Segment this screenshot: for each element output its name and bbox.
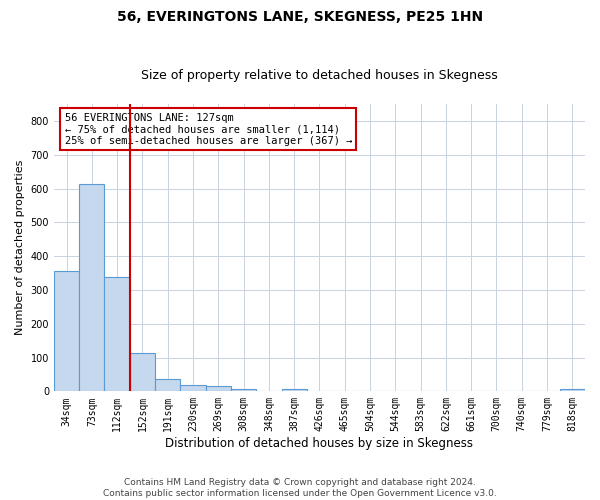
Text: Contains HM Land Registry data © Crown copyright and database right 2024.
Contai: Contains HM Land Registry data © Crown c…	[103, 478, 497, 498]
Bar	[54, 270, 79, 392]
Text: 56, EVERINGTONS LANE, SKEGNESS, PE25 1HN: 56, EVERINGTONS LANE, SKEGNESS, PE25 1HN	[117, 10, 483, 24]
Bar	[231, 388, 256, 392]
Bar	[560, 388, 585, 392]
Bar	[181, 385, 206, 392]
Bar	[104, 278, 130, 392]
Title: Size of property relative to detached houses in Skegness: Size of property relative to detached ho…	[141, 69, 498, 82]
Bar	[130, 353, 155, 392]
X-axis label: Distribution of detached houses by size in Skegness: Distribution of detached houses by size …	[166, 437, 473, 450]
Y-axis label: Number of detached properties: Number of detached properties	[15, 160, 25, 336]
Text: 56 EVERINGTONS LANE: 127sqm
← 75% of detached houses are smaller (1,114)
25% of : 56 EVERINGTONS LANE: 127sqm ← 75% of det…	[65, 112, 352, 146]
Bar	[79, 184, 104, 392]
Bar	[206, 386, 231, 392]
Bar	[155, 379, 181, 392]
Bar	[281, 388, 307, 392]
